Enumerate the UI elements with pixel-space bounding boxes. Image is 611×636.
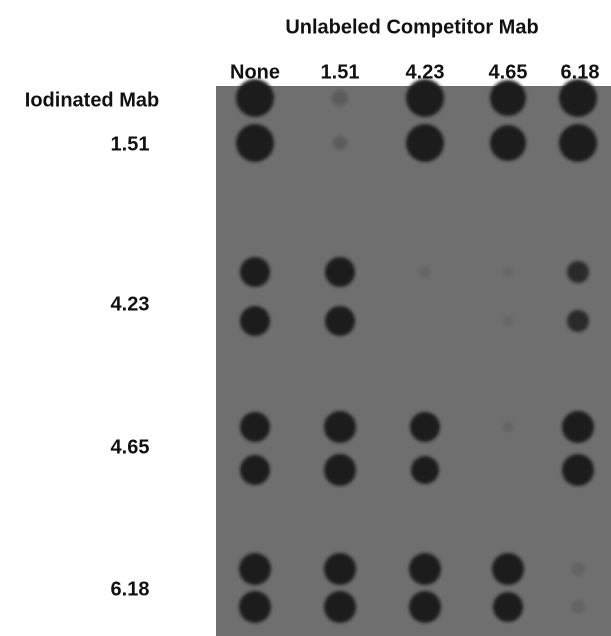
- blot-dot: [240, 257, 270, 287]
- blot-dot: [503, 316, 513, 326]
- blot-dot: [239, 591, 271, 623]
- blot-dot: [410, 412, 440, 442]
- row-label: 4.65: [111, 436, 150, 458]
- column-header: 1.51: [321, 61, 360, 83]
- column-header: None: [230, 61, 280, 83]
- blot-dot: [567, 310, 589, 332]
- blot-dot: [409, 591, 441, 623]
- blot-dot: [240, 306, 270, 336]
- blot-dot: [571, 562, 585, 576]
- blot-dot: [324, 454, 356, 486]
- blot-dot: [332, 90, 348, 106]
- figure: Unlabeled Competitor Mab None 1.51 4.23 …: [0, 0, 611, 636]
- blot-dot: [240, 455, 270, 485]
- blot-dot: [411, 456, 439, 484]
- blot-dot: [419, 266, 431, 278]
- blot-dot: [325, 257, 355, 287]
- blot-dot: [236, 79, 274, 117]
- blot-dot: [324, 591, 356, 623]
- blot-dot: [567, 261, 589, 283]
- row-label: 6.18: [111, 578, 150, 600]
- blot-dot: [562, 411, 594, 443]
- blot-dot: [409, 553, 441, 585]
- column-header: 4.65: [489, 61, 528, 83]
- blot-dot: [325, 306, 355, 336]
- blot-dot: [240, 412, 270, 442]
- row-title: Iodinated Mab: [25, 89, 159, 111]
- blot-dot: [324, 553, 356, 585]
- column-header: 6.18: [561, 61, 600, 83]
- blot-membrane: [216, 86, 611, 636]
- blot-dot: [406, 124, 444, 162]
- blot-dot: [559, 124, 597, 162]
- blot-dot: [333, 136, 347, 150]
- blot-dot: [559, 79, 597, 117]
- blot-dot: [493, 592, 523, 622]
- blot-dot: [236, 124, 274, 162]
- blot-dot: [406, 79, 444, 117]
- column-header: 4.23: [406, 61, 445, 83]
- blot-dot: [562, 454, 594, 486]
- blot-dot: [490, 125, 526, 161]
- blot-dot: [324, 411, 356, 443]
- blot-dot: [490, 80, 526, 116]
- blot-dot: [571, 600, 585, 614]
- blot-dot: [503, 267, 513, 277]
- blot-dot: [492, 553, 524, 585]
- blot-dot: [502, 421, 514, 433]
- row-label: 4.23: [111, 293, 150, 315]
- row-label: 1.51: [111, 133, 150, 155]
- column-title: Unlabeled Competitor Mab: [285, 16, 538, 38]
- blot-dot: [239, 553, 271, 585]
